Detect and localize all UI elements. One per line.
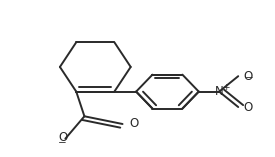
Text: O: O <box>243 70 252 83</box>
Text: N: N <box>215 85 224 98</box>
Text: O: O <box>129 117 139 130</box>
Text: −: − <box>245 73 254 84</box>
Text: −: − <box>58 138 67 148</box>
Text: O: O <box>243 100 252 114</box>
Text: +: + <box>222 83 230 92</box>
Text: O: O <box>58 131 67 144</box>
